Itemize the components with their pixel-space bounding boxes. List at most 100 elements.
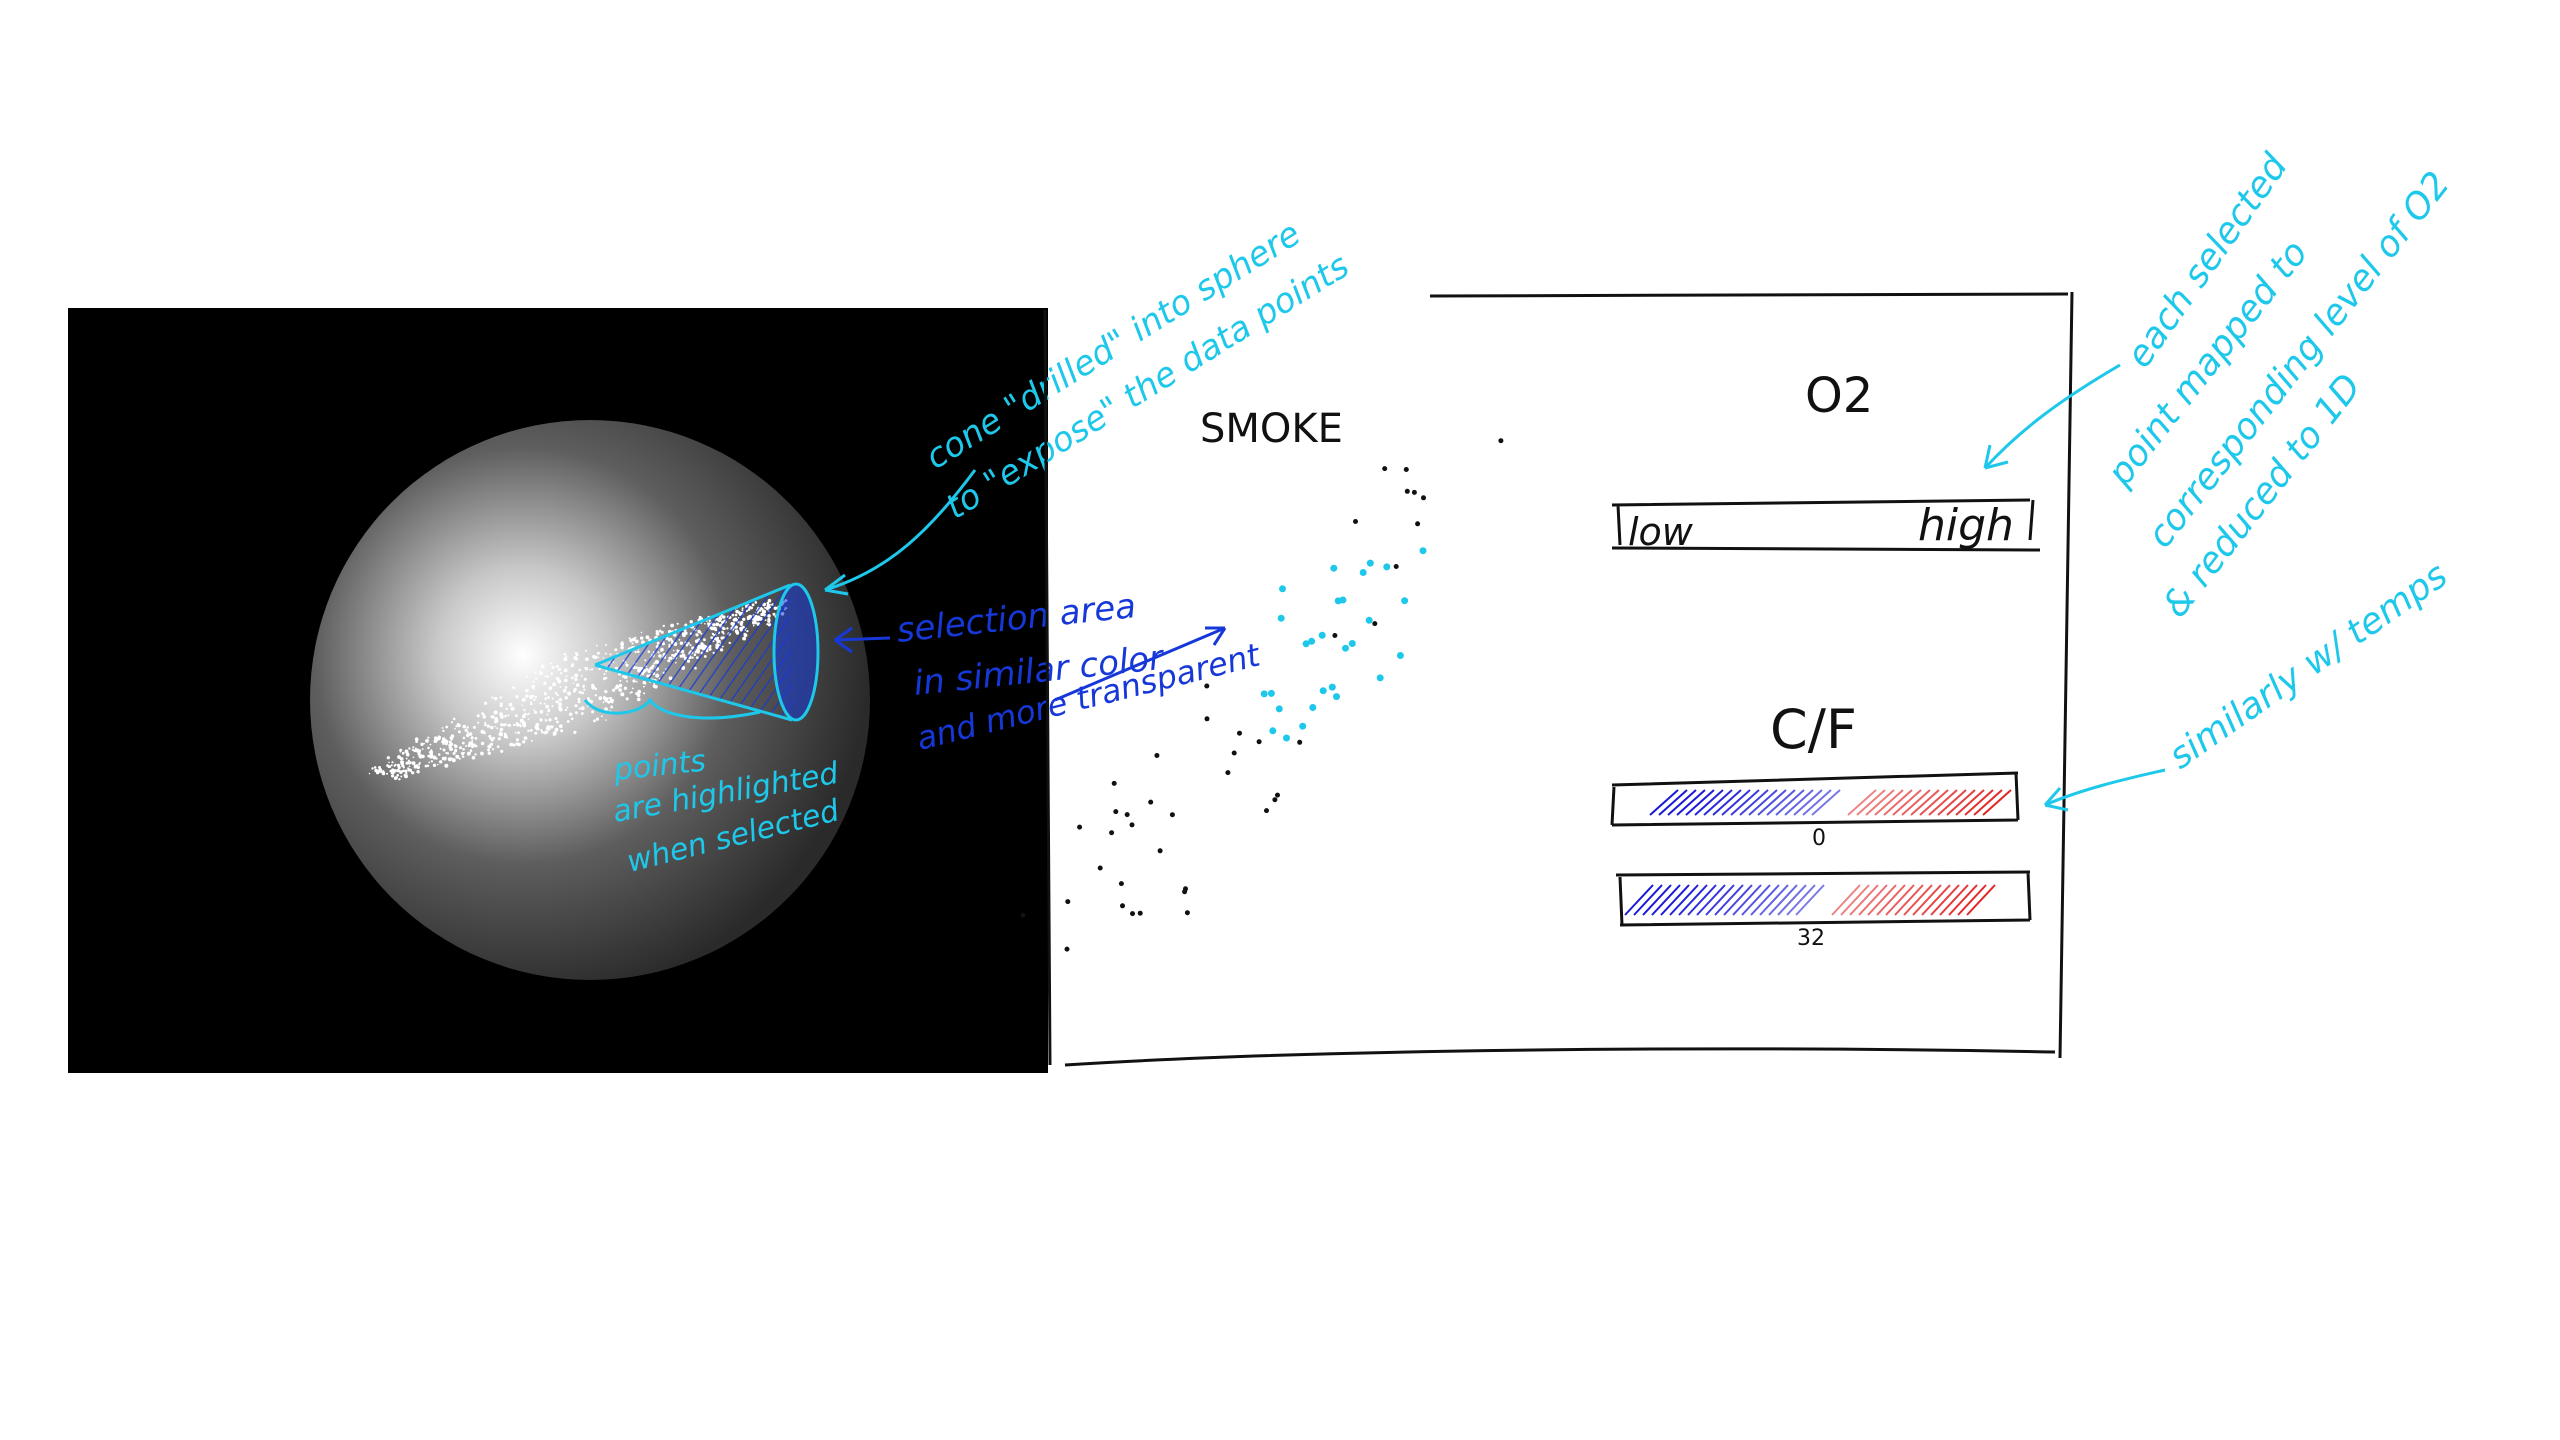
cloud-point <box>378 766 381 769</box>
hatch-stroke <box>1982 789 2012 816</box>
cloud-point <box>505 707 508 711</box>
scatter-point-selected <box>1376 674 1384 682</box>
hatch-stroke <box>1793 789 1823 816</box>
cloud-point <box>532 680 535 683</box>
o2-bar[interactable] <box>1611 498 2041 552</box>
cloud-point <box>502 723 506 727</box>
cloud-point <box>414 737 419 741</box>
cloud-point <box>554 727 559 732</box>
temperature-gauges[interactable]: C/F 0 32 <box>1610 698 2032 951</box>
cloud-point <box>454 744 458 749</box>
cloud-point <box>499 727 504 732</box>
cloud-point <box>506 724 509 726</box>
hatch-stroke <box>1687 884 1717 916</box>
cloud-point <box>442 742 445 745</box>
cloud-point <box>444 739 449 744</box>
cloud-point <box>604 652 607 655</box>
cloud-point <box>474 744 478 748</box>
cloud-point <box>529 695 533 699</box>
cloud-point <box>601 715 603 718</box>
cloud-point <box>567 691 572 696</box>
viewport-3d[interactable]: cone "drilled" into sphere to "expose" t… <box>68 214 1356 1073</box>
data-sphere[interactable] <box>310 420 870 980</box>
cloud-point <box>618 683 623 688</box>
side-notes: each selected point mapped to correspond… <box>1983 146 2458 812</box>
cloud-point <box>540 664 545 669</box>
cloud-point <box>619 679 622 682</box>
cloud-point <box>607 700 611 704</box>
hatch-stroke <box>1966 884 1996 916</box>
cloud-point <box>432 763 437 767</box>
fahrenheit-bar[interactable]: 32 <box>1615 870 2032 951</box>
scatter-point <box>1264 808 1269 814</box>
cloud-point <box>636 697 641 702</box>
scatter-point <box>1064 946 1070 952</box>
selection-cone[interactable] <box>594 582 820 722</box>
cloud-point <box>514 731 517 734</box>
smoke-label: SMOKE <box>1200 406 1343 452</box>
cloud-point <box>582 684 585 687</box>
cloud-point <box>441 727 444 729</box>
scatter-point-selected <box>1318 631 1326 639</box>
cloud-point <box>491 748 495 751</box>
points-bracket <box>583 697 761 720</box>
cloud-point <box>587 697 590 700</box>
cloud-point <box>484 721 487 724</box>
cloud-point <box>689 620 693 624</box>
celsius-bar[interactable]: 0 <box>1610 771 2020 851</box>
cloud-point <box>539 671 543 675</box>
cloud-point <box>534 695 538 699</box>
hatch-stroke <box>1685 789 1715 816</box>
transparent-arrow-head <box>1205 626 1227 646</box>
cloud-point <box>615 684 619 687</box>
cloud-point <box>572 682 575 684</box>
cloud-point <box>603 677 607 681</box>
cone-base <box>772 582 820 722</box>
scatter-point <box>1113 809 1119 815</box>
cloud-point <box>518 723 522 727</box>
cloud-point <box>456 723 460 726</box>
cloud-point <box>450 721 453 724</box>
hatch-stroke <box>1921 884 1951 916</box>
cloud-point <box>591 668 594 671</box>
o2-gauge[interactable]: O2 low high <box>1611 368 2041 554</box>
hatch-stroke <box>1739 789 1769 816</box>
cloud-point <box>408 747 411 750</box>
cloud-point <box>575 687 577 690</box>
cloud-point <box>545 704 549 709</box>
cloud-point <box>401 751 405 755</box>
cloud-point <box>614 648 618 652</box>
hatch-stroke <box>1910 789 1940 816</box>
cloud-point <box>522 697 526 702</box>
cloud-point <box>591 685 596 690</box>
cloud-point <box>487 748 490 752</box>
cloud-point <box>580 675 583 677</box>
hatch-stroke <box>1730 789 1760 816</box>
cloud-point <box>396 768 400 773</box>
cloud-point <box>496 727 499 730</box>
cloud-point <box>507 723 512 727</box>
cloud-point <box>436 739 438 742</box>
hatch-stroke <box>1786 884 1816 916</box>
cloud-point <box>563 652 567 656</box>
fahrenheit-gradient <box>1624 884 1996 916</box>
cloud-point <box>628 637 631 640</box>
cloud-point <box>493 710 498 715</box>
scatter-point-selected <box>1333 693 1340 701</box>
cloud-point <box>437 753 441 756</box>
cloud-point <box>539 670 541 672</box>
cloud-point <box>499 732 503 737</box>
cloud-point <box>643 685 645 688</box>
scatter-point-selected <box>1366 559 1374 567</box>
hatch-stroke <box>1705 884 1735 916</box>
cloud-point <box>589 668 591 671</box>
cloud-point <box>645 635 650 640</box>
scatter-point <box>1237 730 1242 736</box>
cloud-point <box>462 724 467 729</box>
cloud-point <box>565 675 568 678</box>
cloud-point <box>515 695 519 699</box>
scatter-point-selected <box>1330 564 1338 572</box>
cloud-point <box>435 757 438 760</box>
cloud-point <box>569 714 571 716</box>
cloud-point <box>525 675 529 678</box>
